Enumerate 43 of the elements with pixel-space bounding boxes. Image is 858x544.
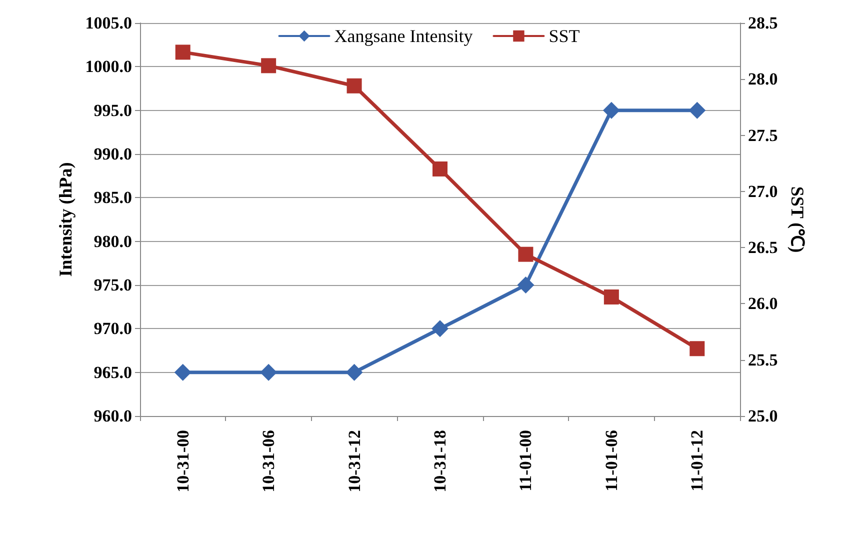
y2-tick-label: 25.0 xyxy=(748,406,778,426)
y2-axis-title: SST (℃) xyxy=(788,186,808,253)
y2-tick-label: 25.5 xyxy=(748,350,778,370)
x-tick-label: 10-31-00 xyxy=(173,430,192,492)
legend-label: Xangsane Intensity xyxy=(334,26,473,46)
x-tick-label: 10-31-12 xyxy=(344,430,364,492)
y-tick-label: 980.0 xyxy=(94,232,132,251)
y-tick-label: 1005.0 xyxy=(85,14,132,32)
y-tick-label: 965.0 xyxy=(94,362,132,382)
y2-tick-label: 26.0 xyxy=(748,294,778,314)
x-tick-label: 11-01-12 xyxy=(688,430,707,492)
point xyxy=(604,289,619,304)
y-tick-label: 960.0 xyxy=(94,406,132,426)
y2-tick-label: 26.5 xyxy=(748,238,778,258)
y2-tick-label: 27.0 xyxy=(748,182,778,201)
y-tick-label: 975.0 xyxy=(94,276,132,294)
y2-tick-label: 27.5 xyxy=(748,126,778,145)
y-tick-label: 970.0 xyxy=(94,319,132,338)
point xyxy=(432,320,448,338)
point xyxy=(690,341,705,356)
legend-label: SST xyxy=(548,26,580,46)
point xyxy=(175,44,190,60)
y-tick-label: 995.0 xyxy=(94,100,132,120)
x-tick-label: 10-31-06 xyxy=(259,430,278,492)
x-tick-label: 11-01-06 xyxy=(602,430,621,492)
point xyxy=(518,246,534,262)
x-tick-label: 11-01-00 xyxy=(516,430,536,492)
point xyxy=(346,78,362,94)
y-tick-label: 990.0 xyxy=(94,144,132,164)
y2-tick-label: 28.0 xyxy=(748,70,778,89)
point xyxy=(517,276,534,294)
y2-tick-label: 28.5 xyxy=(748,14,778,32)
point xyxy=(174,364,192,381)
point xyxy=(346,364,363,381)
point xyxy=(688,102,706,119)
point xyxy=(432,161,448,176)
point xyxy=(602,102,620,119)
y-axis-title: Intensity (hPa) xyxy=(55,162,76,277)
x-tick-label: 10-31-18 xyxy=(430,430,450,492)
point xyxy=(261,58,276,74)
y-tick-label: 1000.0 xyxy=(85,57,132,76)
y-tick-label: 985.0 xyxy=(94,188,132,208)
point xyxy=(260,364,278,381)
